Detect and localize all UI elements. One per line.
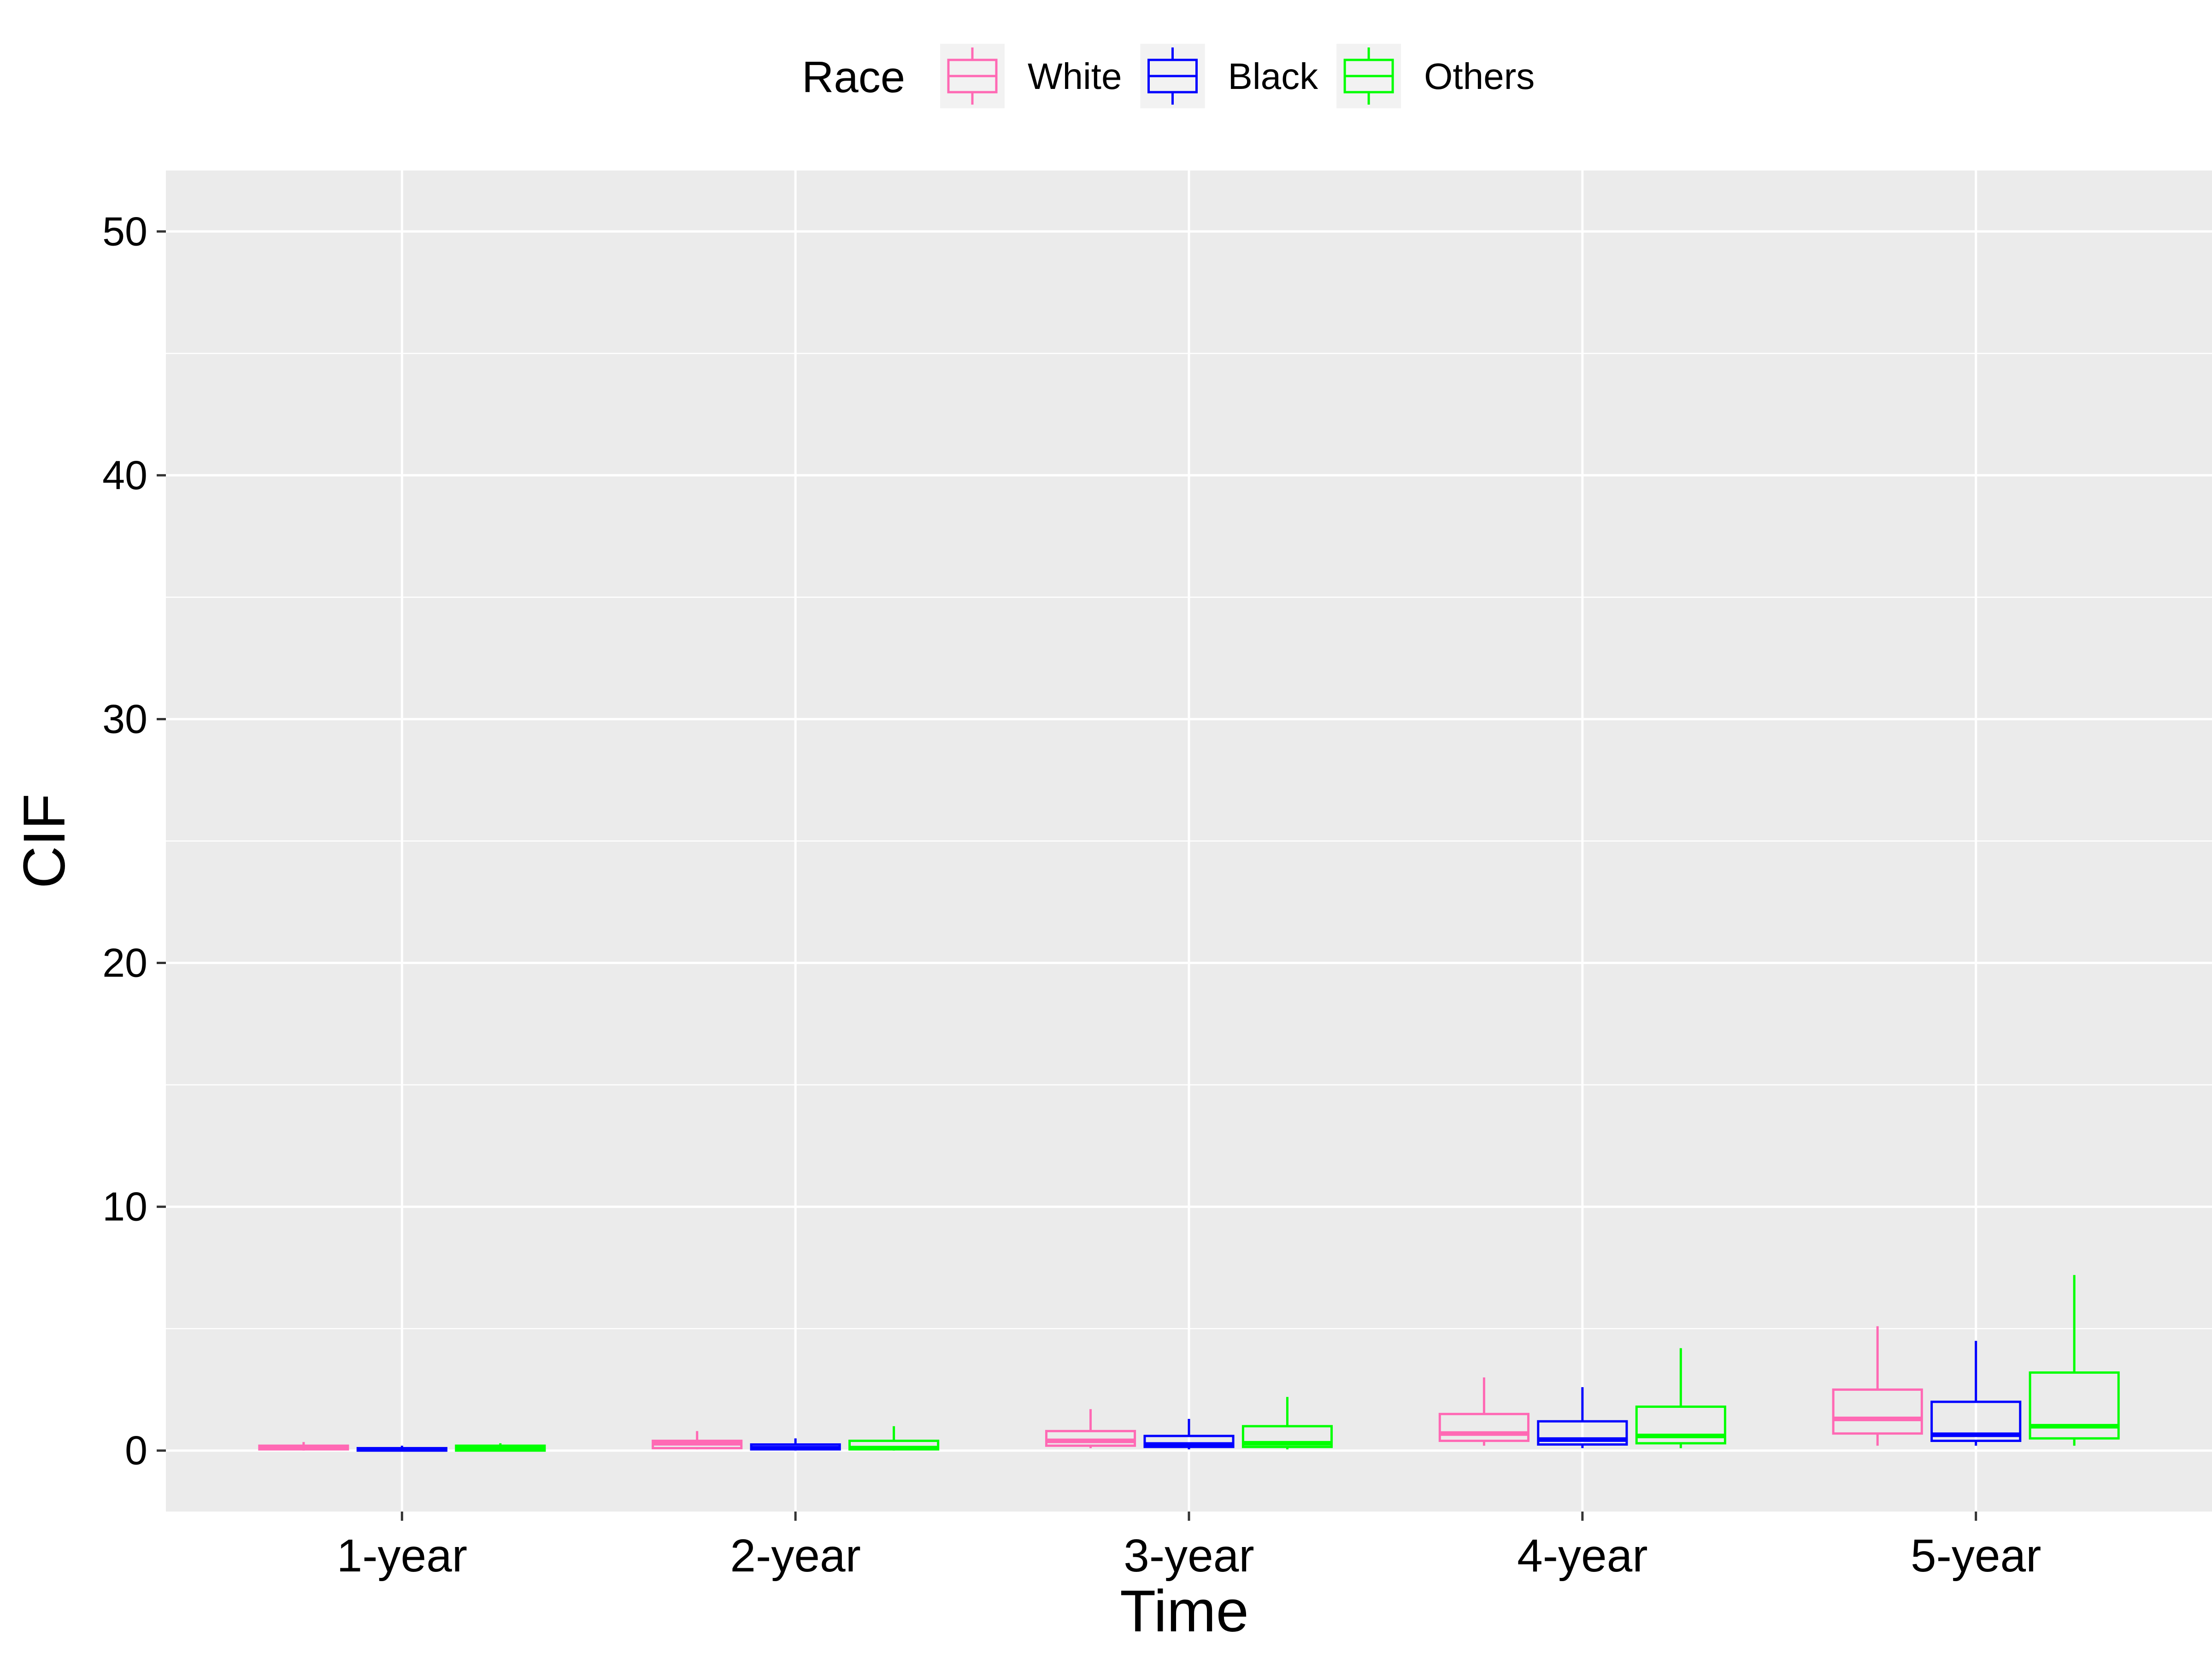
legend-label: Black	[1228, 56, 1319, 97]
box	[1143, 1435, 1235, 1448]
boxplot-others-4-year	[1635, 1348, 1726, 1448]
box	[1241, 1425, 1333, 1448]
legend-key-black	[1140, 44, 1205, 108]
boxplot-white-4-year	[1438, 1377, 1530, 1446]
legend-label: Others	[1424, 56, 1535, 97]
box	[1930, 1400, 2022, 1442]
x-tick-label: 4-year	[1517, 1530, 1647, 1582]
boxplot-others-3-year	[1241, 1397, 1333, 1450]
box	[1537, 1420, 1628, 1446]
boxplot-others-1-year	[455, 1443, 546, 1452]
y-tick-label: 10	[102, 1184, 147, 1230]
boxplot-others-5-year	[2029, 1275, 2120, 1446]
x-tick-label: 2-year	[730, 1530, 860, 1582]
y-tick-label: 20	[102, 940, 147, 986]
legend: Race White Black Others	[802, 44, 1535, 108]
legend-title: Race	[802, 53, 905, 102]
grid	[166, 171, 2212, 1512]
x-axis: 1-year 2-year 3-year 4-year 5-year	[337, 1512, 2041, 1582]
box	[1045, 1430, 1136, 1447]
y-tick-label: 50	[102, 208, 147, 254]
legend-key-others	[1336, 44, 1401, 108]
boxplot-black-5-year	[1930, 1341, 2022, 1446]
boxplot-black-2-year	[750, 1438, 841, 1451]
box	[2029, 1371, 2120, 1440]
y-axis: 0 10 20 30 40 50	[102, 208, 166, 1473]
boxplot-white-2-year	[652, 1431, 743, 1450]
x-tick-label: 1-year	[337, 1530, 467, 1582]
y-tick-label: 40	[102, 452, 147, 498]
boxplot-black-1-year	[356, 1446, 447, 1452]
boxplot-white-5-year	[1832, 1326, 1923, 1446]
boxplot-white-1-year	[258, 1442, 349, 1451]
boxplot-others-2-year	[848, 1426, 940, 1451]
boxplot-black-4-year	[1537, 1387, 1628, 1448]
boxplots	[258, 1275, 2120, 1452]
boxplot-black-3-year	[1143, 1418, 1235, 1450]
y-axis-title: CIF	[12, 794, 77, 888]
legend-key-white	[940, 44, 1005, 108]
x-tick-label: 3-year	[1124, 1530, 1254, 1582]
legend-label: White	[1028, 56, 1122, 97]
x-tick-label: 5-year	[1911, 1530, 2041, 1582]
box	[1438, 1412, 1530, 1442]
y-tick-label: 30	[102, 696, 147, 741]
boxplot-white-3-year	[1045, 1409, 1136, 1448]
x-axis-title: Time	[1120, 1578, 1249, 1644]
box	[1635, 1405, 1726, 1445]
y-tick-label: 0	[125, 1428, 147, 1473]
box	[1832, 1388, 1923, 1435]
